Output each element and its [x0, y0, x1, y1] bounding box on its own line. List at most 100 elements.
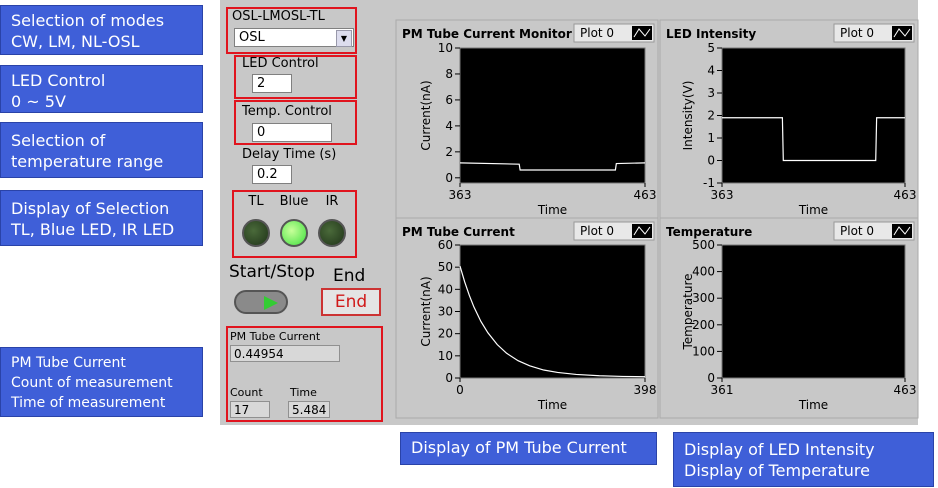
y-axis-label: Current(nA) — [419, 80, 433, 150]
y-tick-label: 5 — [707, 41, 715, 55]
data-line — [722, 117, 905, 162]
plot-area — [459, 47, 646, 184]
y-tick-label: 0 — [707, 371, 715, 385]
chart-title: Temperature — [666, 225, 752, 239]
note: LED Control 0 ~ 5V — [0, 65, 203, 113]
note-line: Display of Selection — [11, 199, 170, 218]
note-line: Display of Temperature — [684, 461, 870, 480]
led — [280, 219, 308, 247]
note-line: PM Tube Current — [11, 355, 126, 371]
note-line: TL, Blue LED, IR LED — [11, 220, 175, 239]
y-tick-label: -1 — [703, 176, 715, 190]
note-line: LED Control — [11, 71, 106, 90]
note-line: Display of LED Intensity — [684, 440, 875, 459]
y-tick-label: 3 — [707, 86, 715, 100]
control-label: Start/Stop — [229, 262, 315, 282]
y-tick-label: 1 — [707, 131, 715, 145]
plot-area — [721, 47, 906, 184]
x-tick-label: 361 — [711, 383, 734, 397]
led-label: Blue — [279, 194, 309, 209]
y-tick-label: 8 — [445, 67, 453, 81]
highlight — [234, 55, 357, 99]
chart-title: PM Tube Current Monitor — [402, 27, 572, 41]
y-tick-label: 10 — [438, 41, 453, 55]
y-tick-label: 4 — [707, 64, 715, 78]
note: PM Tube Current Count of measurement Time … — [0, 347, 203, 417]
highlight — [226, 7, 357, 54]
y-tick-label: 0 — [445, 171, 453, 185]
data-line — [459, 265, 646, 378]
y-tick-label: 6 — [445, 93, 453, 107]
control-label: LED Control — [242, 56, 319, 71]
x-tick-label: 463 — [894, 383, 917, 397]
y-tick-label: 20 — [438, 327, 453, 341]
indicator: 17 — [230, 401, 270, 418]
y-tick-label: 4 — [445, 119, 453, 133]
indicator: 5.484 — [288, 401, 330, 418]
numeric-input[interactable]: 2 — [252, 74, 292, 93]
y-tick-label: 500 — [692, 238, 715, 252]
legend-label: Plot 0 — [840, 26, 874, 40]
indicator-label: Count — [230, 386, 263, 399]
led — [318, 219, 346, 247]
note: Display of LED Intensity Display of Tempe… — [673, 432, 934, 487]
control-label: OSL-LMOSL-TL — [232, 9, 325, 24]
control-label: End — [333, 266, 366, 286]
legend-label: Plot 0 — [840, 224, 874, 238]
y-tick-label: 50 — [438, 260, 453, 274]
x-axis-label: Time — [798, 398, 828, 412]
highlight — [226, 326, 383, 422]
note-line: temperature range — [11, 152, 164, 171]
y-tick-label: 0 — [707, 154, 715, 168]
indicator-label: Time — [290, 386, 317, 399]
legend-icon-line — [893, 28, 911, 38]
y-tick-label: 300 — [692, 291, 715, 305]
data-line — [459, 162, 646, 171]
x-tick-label: 363 — [449, 188, 472, 202]
chart-title: PM Tube Current — [402, 225, 515, 239]
note: Display of Selection TL, Blue LED, IR LED — [0, 190, 203, 246]
note-line: Time of measurement — [11, 395, 166, 411]
legend-label: Plot 0 — [580, 224, 614, 238]
mode-select[interactable]: OSL ▼ — [234, 28, 354, 47]
x-tick-label: 363 — [711, 188, 734, 202]
x-tick-label: 463 — [634, 188, 657, 202]
x-tick-label: 463 — [894, 188, 917, 202]
legend-label: Plot 0 — [580, 26, 614, 40]
numeric-input[interactable]: 0 — [252, 123, 332, 142]
legend-icon-line — [633, 28, 651, 38]
note: Selection of modes CW, LM, NL-OSL — [0, 5, 203, 55]
play-icon — [264, 296, 278, 310]
led-group: TL Blue IR — [240, 194, 352, 254]
note-line: Selection of modes — [11, 11, 165, 30]
note-line: Count of measurement — [11, 375, 173, 391]
y-axis-label: Intensity(V) — [681, 81, 695, 151]
y-tick-label: 0 — [445, 371, 453, 385]
numeric-input[interactable]: 0.2 — [252, 165, 292, 184]
y-tick-label: 400 — [692, 265, 715, 279]
note-line: Display of PM Tube Current — [411, 438, 627, 457]
dropdown-arrow[interactable]: ▼ — [336, 30, 352, 47]
y-tick-label: 2 — [445, 145, 453, 159]
note-line: 0 ~ 5V — [11, 92, 66, 111]
plot-area — [721, 244, 906, 379]
control-label: Temp. Control — [242, 104, 332, 119]
control-label: Delay Time (s) — [242, 147, 337, 162]
x-axis-label: Time — [537, 398, 567, 412]
select-value: OSL — [239, 30, 265, 45]
note-line: Selection of — [11, 131, 106, 150]
end-button[interactable]: End — [321, 288, 381, 316]
y-tick-label: 10 — [438, 349, 453, 363]
note: Selection of temperature range — [0, 122, 203, 178]
chart-title: LED Intensity — [666, 27, 756, 41]
note: Display of PM Tube Current — [400, 432, 657, 465]
indicator-label: PM Tube Current — [230, 330, 321, 343]
x-tick-label: 0 — [456, 383, 464, 397]
start-stop-button[interactable] — [234, 290, 288, 314]
x-axis-label: Time — [798, 203, 828, 217]
legend-icon-line — [633, 226, 651, 236]
y-axis-label: Current(nA) — [419, 276, 433, 346]
led-label: IR — [325, 194, 339, 209]
